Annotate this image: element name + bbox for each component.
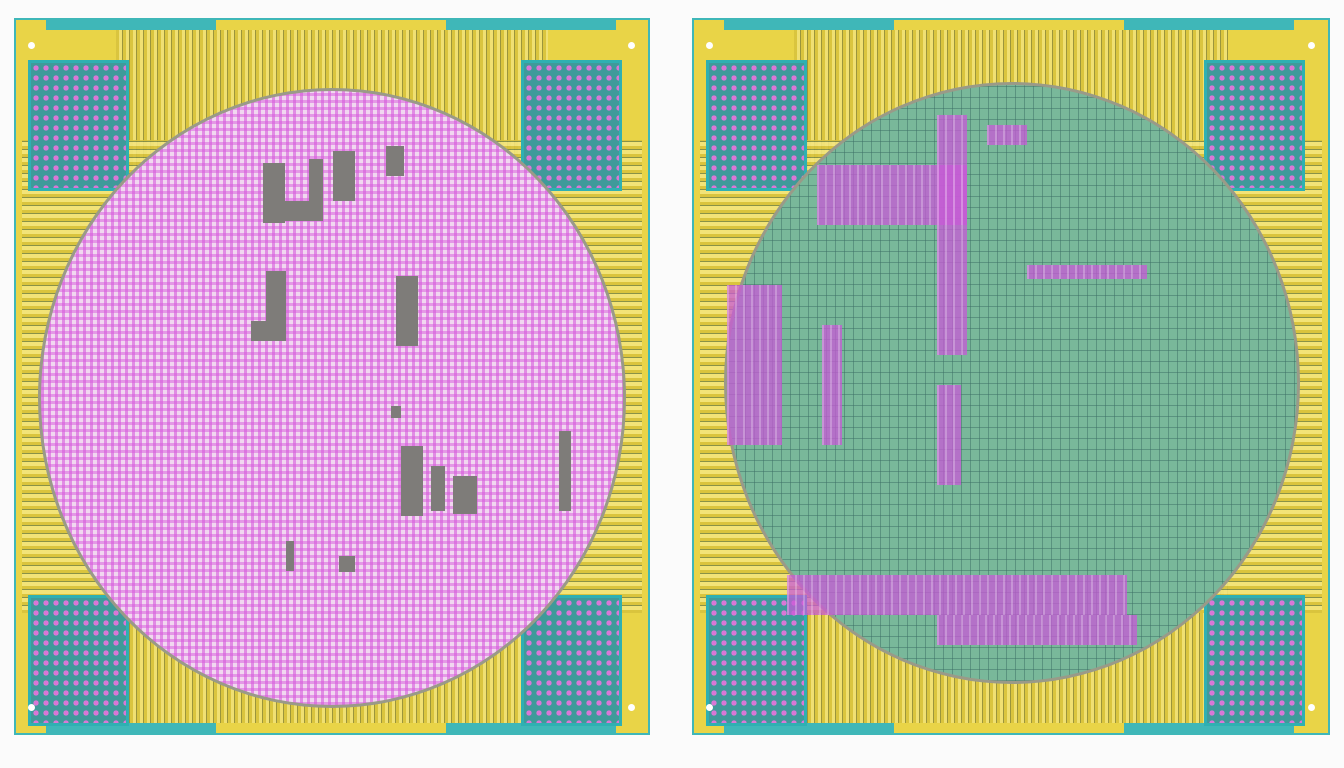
gray-block <box>391 406 401 418</box>
logic-block <box>937 385 961 485</box>
gray-block <box>559 431 571 511</box>
gray-block <box>309 159 323 201</box>
corner-block <box>706 60 807 191</box>
edge-bar <box>724 20 894 30</box>
corner-block <box>706 595 807 726</box>
die-circle <box>724 82 1300 684</box>
right-chip-image <box>692 18 1330 735</box>
mount-hole <box>1308 42 1315 49</box>
mount-hole <box>706 704 713 711</box>
mount-hole <box>1308 704 1315 711</box>
logic-block <box>937 615 1137 645</box>
edge-bar <box>46 20 216 30</box>
corner-block <box>521 60 622 191</box>
corner-block <box>1204 60 1305 191</box>
gray-block <box>263 201 323 221</box>
edge-bar <box>1124 20 1294 30</box>
logic-block <box>727 285 782 445</box>
corner-block <box>1204 595 1305 726</box>
edge-bar <box>1124 723 1294 733</box>
mount-hole <box>628 42 635 49</box>
gray-block <box>431 466 445 511</box>
mount-hole <box>28 704 35 711</box>
gray-block <box>339 556 355 572</box>
gray-block <box>386 146 404 176</box>
mount-hole <box>706 42 713 49</box>
logic-block <box>1027 265 1147 279</box>
edge-bar <box>724 723 894 733</box>
left-chip-image <box>14 18 650 735</box>
mount-hole <box>628 704 635 711</box>
gray-block <box>286 541 294 571</box>
gray-block <box>453 476 477 514</box>
gray-block <box>266 271 286 321</box>
logic-block <box>787 575 1127 615</box>
corner-block <box>28 60 129 191</box>
logic-block <box>937 115 967 355</box>
edge-bar <box>446 723 616 733</box>
gray-block <box>333 151 355 201</box>
mount-hole <box>28 42 35 49</box>
corner-block <box>28 595 129 726</box>
gray-block <box>251 321 286 341</box>
logic-block <box>822 325 842 445</box>
edge-bar <box>446 20 616 30</box>
edge-bar <box>46 723 216 733</box>
gray-block <box>401 446 423 516</box>
logic-block <box>987 125 1027 145</box>
die-circle <box>38 88 626 708</box>
gray-block <box>396 276 418 346</box>
